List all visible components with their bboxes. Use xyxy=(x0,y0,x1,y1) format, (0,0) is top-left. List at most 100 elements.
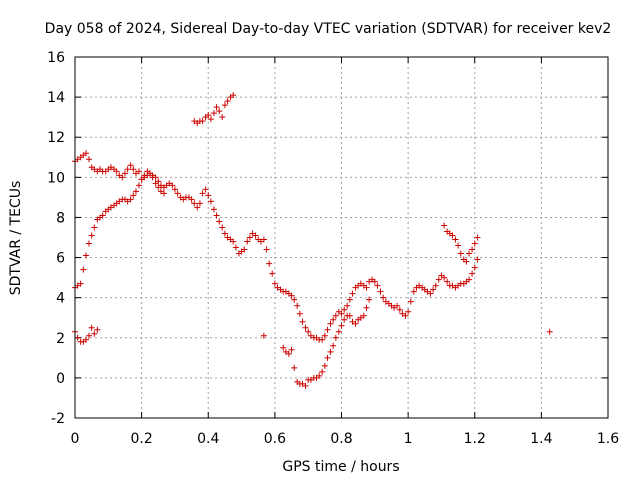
data-point xyxy=(327,320,334,327)
data-point xyxy=(252,232,259,239)
y-tick-label: 14 xyxy=(47,90,65,106)
data-point xyxy=(341,306,348,313)
data-point xyxy=(130,166,137,173)
data-point xyxy=(341,316,348,323)
data-point xyxy=(360,312,367,319)
data-point xyxy=(199,118,206,125)
data-point xyxy=(160,190,167,197)
data-point xyxy=(199,190,206,197)
y-tick-label: 8 xyxy=(56,210,65,226)
data-point xyxy=(260,236,267,243)
data-point xyxy=(346,312,353,319)
y-tick-label: 6 xyxy=(56,251,65,267)
data-point xyxy=(155,184,162,191)
data-point xyxy=(241,246,248,253)
data-point xyxy=(302,382,309,389)
x-tick-label: 0.4 xyxy=(197,431,219,447)
data-point xyxy=(299,318,306,325)
data-point xyxy=(99,212,106,219)
data-point xyxy=(80,266,87,273)
y-axis-label: SDTVAR / TECUs xyxy=(8,181,24,296)
y-tick-label: 0 xyxy=(56,371,65,387)
data-point xyxy=(449,232,456,239)
x-tick-label: 1.4 xyxy=(530,431,552,447)
data-point xyxy=(377,288,384,295)
data-point xyxy=(85,240,92,247)
x-tick-label: 1 xyxy=(404,431,413,447)
data-point xyxy=(141,172,148,179)
data-point xyxy=(82,252,89,259)
data-point xyxy=(219,224,226,231)
data-point xyxy=(324,354,331,361)
data-point xyxy=(363,304,370,311)
data-point xyxy=(202,186,209,193)
data-point xyxy=(332,334,339,341)
data-point xyxy=(188,196,195,203)
data-point xyxy=(466,250,473,257)
chart-title: Day 058 of 2024, Sidereal Day-to-day VTE… xyxy=(45,21,612,37)
data-point xyxy=(321,332,328,339)
data-point xyxy=(260,332,267,339)
data-point xyxy=(396,306,403,313)
data-point xyxy=(196,200,203,207)
data-point xyxy=(288,346,295,353)
data-point xyxy=(474,256,481,263)
data-point xyxy=(394,302,401,309)
x-tick-label: 0.8 xyxy=(330,431,352,447)
data-point xyxy=(338,322,345,329)
data-point xyxy=(452,236,459,243)
data-point xyxy=(294,302,301,309)
data-point xyxy=(280,344,287,351)
data-point xyxy=(127,162,134,169)
data-point xyxy=(171,186,178,193)
data-point xyxy=(230,238,237,245)
data-point xyxy=(291,296,298,303)
data-point xyxy=(407,298,414,305)
data-point xyxy=(316,372,323,379)
data-point xyxy=(463,258,470,265)
data-point xyxy=(410,288,417,295)
data-point xyxy=(302,324,309,331)
data-point xyxy=(205,192,212,199)
y-tick-label: 12 xyxy=(47,130,65,146)
data-point xyxy=(263,246,270,253)
data-point xyxy=(82,150,89,157)
data-point xyxy=(471,264,478,271)
data-point xyxy=(457,250,464,257)
data-point xyxy=(169,182,176,189)
data-point xyxy=(546,328,553,335)
data-point xyxy=(138,176,145,183)
data-point xyxy=(432,282,439,289)
data-point xyxy=(191,200,198,207)
data-point xyxy=(380,294,387,301)
x-tick-labels: 0 0.2 0.4 0.6 0.8 1 1.2 1.4 1.6 xyxy=(71,431,620,447)
data-point xyxy=(266,260,273,267)
data-point xyxy=(285,350,292,357)
data-point xyxy=(74,334,81,341)
data-point xyxy=(213,212,220,219)
data-points xyxy=(72,92,553,389)
y-tick-label: 4 xyxy=(56,291,65,307)
data-point xyxy=(224,98,231,105)
data-point xyxy=(91,330,98,337)
data-point xyxy=(271,280,278,287)
y-tick-label: 16 xyxy=(47,50,65,66)
data-point xyxy=(221,230,228,237)
data-point xyxy=(219,114,226,121)
y-tick-label: 2 xyxy=(56,331,65,347)
data-point xyxy=(216,108,223,115)
data-point xyxy=(213,104,220,111)
data-point xyxy=(135,182,142,189)
data-point xyxy=(319,368,326,375)
data-point xyxy=(305,328,312,335)
data-point xyxy=(405,308,412,315)
y-tick-label: -2 xyxy=(51,411,65,427)
x-tick-label: 1.2 xyxy=(464,431,486,447)
data-point xyxy=(207,198,214,205)
data-point xyxy=(332,312,339,319)
data-point xyxy=(474,234,481,241)
data-point xyxy=(269,270,276,277)
data-point xyxy=(205,112,212,119)
